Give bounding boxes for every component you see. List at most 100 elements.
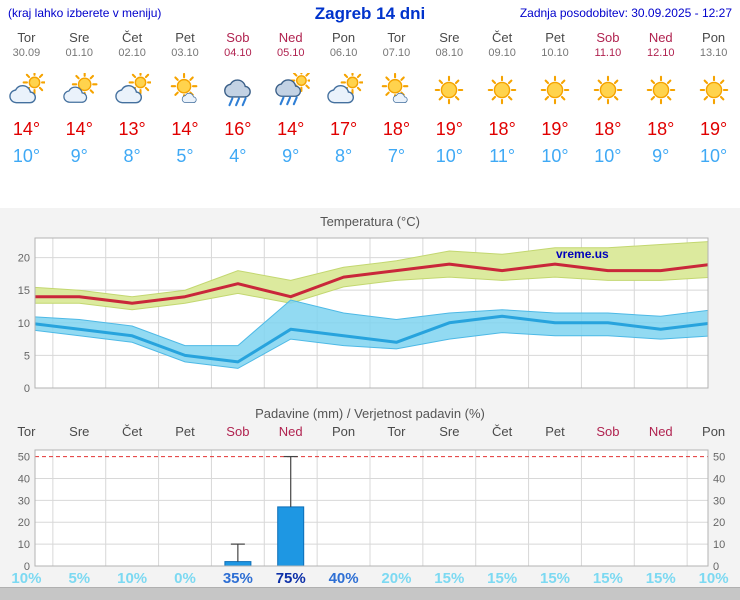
day-min-temp: 8° bbox=[123, 146, 141, 166]
day-column-tor: Tor 30.09 14° 10° bbox=[0, 30, 53, 169]
day-date: 12.10 bbox=[646, 47, 675, 59]
precipitation-chart: 0 0 10 10 20 20 30 30 40 40 50 50 bbox=[18, 449, 725, 573]
svg-text:20: 20 bbox=[18, 253, 30, 265]
day-name: Ned bbox=[648, 30, 673, 45]
day-max-temp: 19° bbox=[541, 119, 569, 139]
day-max-temp: 18° bbox=[382, 119, 411, 139]
precip-probability: 10% bbox=[117, 570, 148, 587]
day-min-temp: 10° bbox=[541, 146, 569, 166]
sunny-icon bbox=[529, 60, 582, 116]
day-max-temp: 16° bbox=[224, 119, 252, 139]
precip-chart-title: Padavine (mm) / Verjetnost padavin (%) bbox=[255, 406, 485, 421]
page-title: Zagreb 14 dni bbox=[314, 4, 426, 23]
day-min-temp: 9° bbox=[652, 146, 670, 166]
day-max-temp: 14° bbox=[12, 119, 41, 139]
precip-probability: 40% bbox=[328, 570, 359, 587]
day-max-temp: 18° bbox=[647, 119, 675, 139]
sunny-icon bbox=[634, 60, 687, 116]
precip-axis-day: Pon bbox=[332, 424, 356, 439]
svg-text:40: 40 bbox=[18, 474, 30, 486]
svg-text:10: 10 bbox=[713, 539, 725, 551]
header: (kraj lahko izberete v meniju) Zagreb 14… bbox=[0, 0, 740, 28]
precip-probability: 5% bbox=[68, 570, 91, 587]
svg-text:0: 0 bbox=[24, 561, 30, 573]
svg-text:40: 40 bbox=[713, 474, 725, 486]
day-column-ned: Ned 05.10 14° 9° bbox=[264, 30, 317, 169]
rain-cloud-icon bbox=[211, 60, 264, 116]
rain-shower-sun-icon bbox=[264, 60, 317, 116]
day-min-temp: 9° bbox=[70, 146, 88, 166]
day-min-temp: 10° bbox=[699, 146, 728, 166]
sun-and-cloud-icon bbox=[53, 60, 106, 116]
day-max-temp: 14° bbox=[171, 119, 199, 139]
day-column-sob: Sob 11.10 18° 10° bbox=[581, 30, 634, 169]
svg-text:20: 20 bbox=[713, 517, 725, 529]
day-date: 06.10 bbox=[329, 47, 358, 59]
svg-text:30: 30 bbox=[18, 495, 30, 507]
svg-text:5: 5 bbox=[24, 350, 30, 362]
day-column-sre: Sre 01.10 14° 9° bbox=[53, 30, 106, 169]
sun-behind-cloud-icon bbox=[317, 60, 370, 116]
precip-probability: 15% bbox=[645, 570, 676, 587]
day-column-pon: Pon 13.10 19° 10° bbox=[687, 30, 740, 169]
day-column-sob: Sob 04.10 16° 4° bbox=[211, 30, 264, 169]
day-name: Pet bbox=[175, 30, 195, 45]
precip-axis-day: Tor bbox=[17, 424, 36, 439]
day-date: 03.10 bbox=[171, 47, 199, 59]
precip-axis-day: Tor bbox=[387, 424, 406, 439]
precip-axis-day: Pet bbox=[175, 424, 195, 439]
day-name: Čet bbox=[122, 30, 143, 45]
day-name: Tor bbox=[17, 30, 36, 45]
day-max-temp: 18° bbox=[488, 119, 516, 139]
day-min-temp: 11° bbox=[489, 146, 516, 166]
day-date: 07.10 bbox=[382, 47, 411, 59]
day-name: Sre bbox=[439, 30, 460, 45]
sun-small-cloud-icon bbox=[370, 60, 423, 116]
day-date: 09.10 bbox=[488, 47, 516, 59]
precip-axis-day: Ned bbox=[648, 424, 673, 439]
day-name: Čet bbox=[492, 30, 513, 45]
day-max-temp: 18° bbox=[594, 119, 622, 139]
day-name: Sob bbox=[596, 30, 620, 45]
day-column-sre: Sre 08.10 19° 10° bbox=[423, 30, 476, 169]
svg-text:0: 0 bbox=[24, 383, 30, 395]
svg-text:20: 20 bbox=[18, 517, 30, 529]
day-name: Pet bbox=[545, 30, 565, 45]
day-date: 02.10 bbox=[118, 47, 146, 59]
sunny-icon bbox=[687, 60, 740, 116]
day-name: Sre bbox=[69, 30, 90, 45]
precip-probability-row: 10% 5% 10% 0% 35% 75% 40% 20% 15% 15% 15% 15% 15% 10% bbox=[0, 570, 740, 587]
precip-day-axis: Tor Sre Čet Pet Sob Ned Pon Tor Sre Čet Pet Sob Ned P… bbox=[0, 424, 740, 439]
day-max-temp: 19° bbox=[435, 119, 463, 139]
day-column-čet: Čet 09.10 18° 11° bbox=[476, 30, 529, 169]
svg-text:0: 0 bbox=[713, 561, 719, 573]
precip-probability: 0% bbox=[174, 570, 196, 587]
day-column-tor: Tor 07.10 18° 7° bbox=[370, 30, 423, 169]
precip-probability: 15% bbox=[592, 570, 623, 587]
svg-text:15: 15 bbox=[18, 285, 30, 297]
day-name: Sob bbox=[226, 30, 250, 45]
sun-small-cloud-icon bbox=[159, 60, 212, 116]
day-min-temp: 8° bbox=[334, 146, 353, 166]
day-min-temp: 10° bbox=[12, 146, 41, 166]
day-column-pet: Pet 10.10 19° 10° bbox=[529, 30, 582, 169]
precip-probability: 10% bbox=[698, 570, 729, 587]
day-min-temp: 5° bbox=[176, 146, 194, 166]
precip-axis-day: Pon bbox=[702, 424, 726, 439]
precip-probability: 20% bbox=[381, 570, 412, 587]
day-name: Pon bbox=[332, 30, 356, 45]
svg-text:50: 50 bbox=[713, 452, 725, 464]
svg-text:10: 10 bbox=[18, 539, 30, 551]
day-date: 05.10 bbox=[276, 47, 305, 59]
watermark-link[interactable]: vreme.us bbox=[556, 247, 609, 261]
day-name: Pon bbox=[702, 30, 726, 45]
precip-probability: 35% bbox=[222, 570, 253, 587]
precip-axis-day: Sob bbox=[596, 424, 620, 439]
day-name: Ned bbox=[278, 30, 303, 45]
day-max-temp: 17° bbox=[329, 119, 358, 139]
day-column-čet: Čet 02.10 13° 8° bbox=[106, 30, 159, 169]
day-min-temp: 10° bbox=[594, 146, 622, 166]
day-max-temp: 19° bbox=[699, 119, 728, 139]
last-updated: Zadnja posodobitev: 30.09.2025 - 12:27 bbox=[519, 6, 732, 20]
precip-axis-day: Čet bbox=[492, 424, 513, 439]
